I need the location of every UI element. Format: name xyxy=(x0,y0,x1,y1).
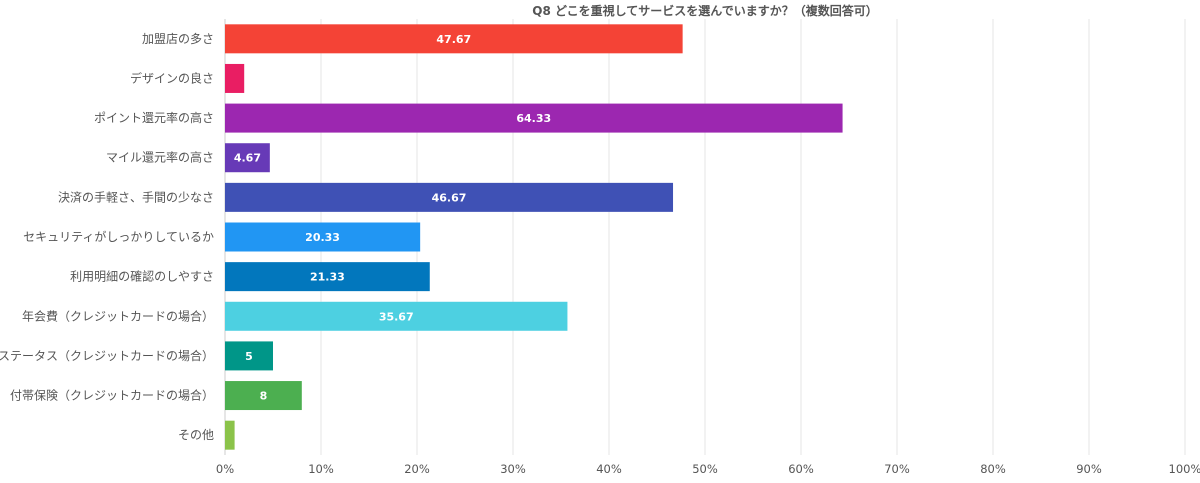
bar xyxy=(225,182,674,212)
x-tick-label: 80% xyxy=(980,462,1006,476)
category-label: 加盟店の多さ xyxy=(142,32,214,46)
x-tick-label: 40% xyxy=(596,462,622,476)
bar xyxy=(225,222,421,252)
bar xyxy=(225,24,683,54)
data-label: 47.67 xyxy=(436,33,471,46)
data-label: 8 xyxy=(260,390,268,403)
category-label: セキュリティがしっかりしているか xyxy=(23,229,214,244)
bar xyxy=(225,143,270,173)
category-label: 利用明細の確認のしやすさ xyxy=(70,269,214,284)
category-label: ステータス（クレジットカードの場合） xyxy=(0,348,214,363)
category-label: その他 xyxy=(178,428,214,442)
chart-title: Q8 どこを重視してサービスを選んでいますか？（複数回答可） xyxy=(532,4,878,18)
data-label: 4.67 xyxy=(234,152,261,165)
data-label: 5 xyxy=(245,350,253,363)
x-tick-label: 60% xyxy=(788,462,814,476)
bar xyxy=(225,103,843,133)
bar xyxy=(225,262,430,292)
category-label: マイル還元率の高さ xyxy=(106,150,214,165)
bar xyxy=(225,381,302,411)
x-tick-label: 10% xyxy=(308,462,334,476)
category-label: 決済の手軽さ、手間の少なさ xyxy=(58,189,214,204)
x-tick-label: 30% xyxy=(500,462,526,476)
bar xyxy=(225,341,273,371)
data-label: 64.33 xyxy=(516,112,551,125)
data-label: 21.33 xyxy=(310,271,345,284)
data-label: 46.67 xyxy=(432,191,467,204)
category-label: ポイント還元率の高さ xyxy=(94,110,214,125)
bar xyxy=(225,63,245,93)
bar xyxy=(225,420,235,450)
bar xyxy=(225,301,568,331)
data-label: 35.67 xyxy=(379,310,414,323)
x-tick-label: 50% xyxy=(692,462,718,476)
x-tick-label: 90% xyxy=(1076,462,1102,476)
x-tick-label: 20% xyxy=(404,462,430,476)
category-label: 年会費（クレジットカードの場合） xyxy=(22,308,214,323)
category-label: 付帯保険（クレジットカードの場合） xyxy=(10,388,214,403)
x-tick-label: 0% xyxy=(216,462,234,476)
x-tick-label: 70% xyxy=(884,462,910,476)
category-label: デザインの良さ xyxy=(130,70,214,85)
x-tick-label: 100% xyxy=(1169,462,1200,476)
data-label: 20.33 xyxy=(305,231,340,244)
